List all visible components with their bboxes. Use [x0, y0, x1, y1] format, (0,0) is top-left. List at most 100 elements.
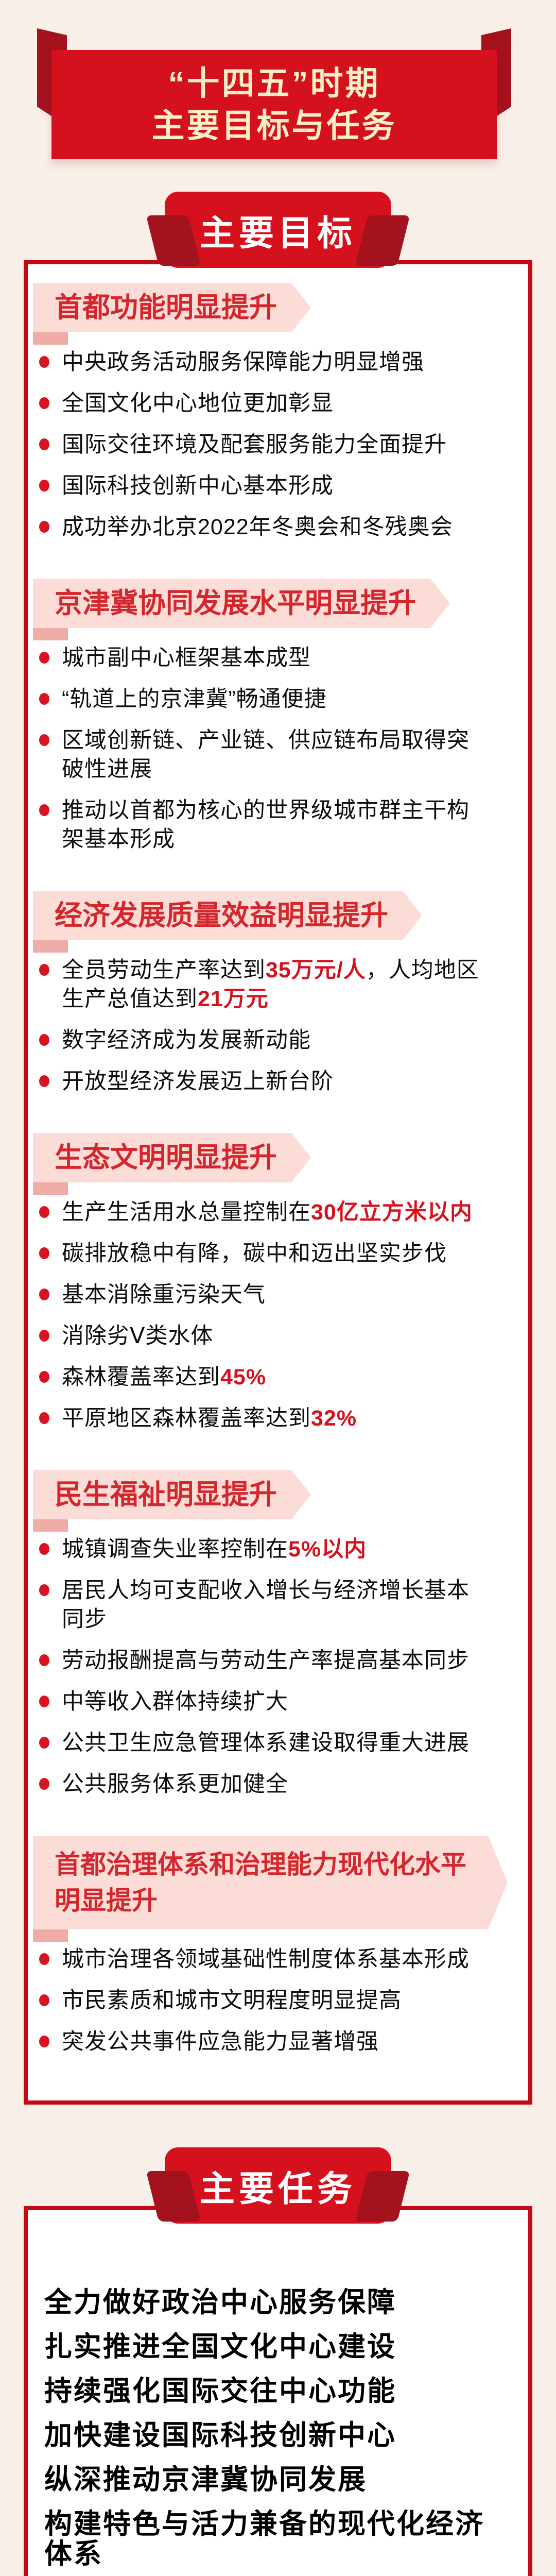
section-title: 经济发展质量效益明显提升	[55, 900, 388, 931]
highlight-text: 5%以内	[288, 1537, 367, 1562]
section-title-banner: 首都功能明显提升	[33, 283, 311, 345]
goal-section-ecology: 生态文明明显提升 生产生活用水总量控制在30亿立方米以内 碳排放稳中有降，碳中和…	[33, 1133, 502, 1433]
section-title-banner: 民生福祉明显提升	[33, 1470, 311, 1532]
goal-item: 消除劣Ⅴ类水体	[38, 1321, 487, 1350]
highlight-text: 45%	[220, 1365, 267, 1389]
goal-item: 森林覆盖率达到45%	[38, 1363, 487, 1392]
goal-item-text: 区域创新链、产业链、供应链布局取得突破性进展	[62, 728, 470, 782]
section-title: 民生福祉明显提升	[55, 1479, 277, 1510]
goal-item-text: 碳排放稳中有降，碳中和迈出坚实步伐	[62, 1241, 447, 1266]
goal-item: 城市副中心框架基本成型	[38, 643, 487, 672]
goal-list: 全员劳动生产率达到35万元/人，人均地区生产总值达到21万元 数字经济成为发展新…	[38, 956, 502, 1096]
goal-item: 全国文化中心地位更加彰显	[38, 389, 487, 418]
goal-list: 城镇调查失业率控制在5%以内 居民人均可支配收入增长与经济增长基本同步 劳动报酬…	[38, 1535, 502, 1799]
goal-list: 城市治理各领域基础性制度体系基本形成 市民素质和城市文明程度明显提高 突发公共事…	[38, 1945, 502, 2056]
goal-item: 国际交往环境及配套服务能力全面提升	[38, 430, 487, 459]
goal-item: 推动以首都为核心的世界级城市群主干构架基本形成	[38, 796, 487, 854]
goal-item-text: 全员劳动生产率达到	[62, 958, 266, 982]
goal-item: 基本消除重污染天气	[38, 1280, 487, 1309]
goal-item: 突发公共事件应急能力显著增强	[38, 2027, 487, 2056]
goal-list: 生产生活用水总量控制在30亿立方米以内 碳排放稳中有降，碳中和迈出坚实步伐 基本…	[38, 1198, 502, 1433]
goal-list: 城市副中心框架基本成型 “轨道上的京津冀”畅通便捷 区域创新链、产业链、供应链布…	[38, 643, 502, 854]
goal-item: 市民素质和城市文明程度明显提高	[38, 1986, 487, 2015]
goal-item-text: 生产生活用水总量控制在	[62, 1200, 311, 1225]
goal-item-text: 中央政务活动服务保障能力明显增强	[62, 350, 424, 375]
goal-item: 劳动报酬提高与劳动生产率提高基本同步	[38, 1646, 487, 1675]
goal-item: 中央政务活动服务保障能力明显增强	[38, 348, 487, 377]
goal-item: 生产生活用水总量控制在30亿立方米以内	[38, 1198, 487, 1227]
goal-section-capital-function: 首都功能明显提升 中央政务活动服务保障能力明显增强 全国文化中心地位更加彰显 国…	[33, 283, 502, 541]
goal-item-text: 推动以首都为核心的世界级城市群主干构架基本形成	[62, 798, 470, 852]
section-title-banner: 生态文明明显提升	[33, 1133, 311, 1195]
section-title-banner: 经济发展质量效益明显提升	[33, 891, 422, 953]
tab-main-goals: 主要目标	[165, 192, 391, 268]
goal-item-text: 全国文化中心地位更加彰显	[62, 391, 334, 416]
goal-item-text: 居民人均可支配收入增长与经济增长基本同步	[62, 1578, 470, 1632]
goal-item: 公共卫生应急管理体系建设取得重大进展	[38, 1728, 487, 1757]
poster-title-line2: 主要目标与任务	[151, 107, 397, 144]
goal-item-text: 城镇调查失业率控制在	[62, 1537, 288, 1562]
goal-item: 成功举办北京2022年冬奥会和冬残奥会	[38, 513, 487, 541]
goal-section-jingjinji: 京津冀协同发展水平明显提升 城市副中心框架基本成型 “轨道上的京津冀”畅通便捷 …	[33, 579, 502, 854]
goal-item: 碳排放稳中有降，碳中和迈出坚实步伐	[38, 1239, 487, 1268]
tasks-card: 全力做好政治中心服务保障 扎实推进全国文化中心建设 持续强化国际交往中心功能 加…	[24, 2206, 532, 2576]
goal-item-text: 消除劣Ⅴ类水体	[62, 1324, 214, 1348]
task-item: 加快建设国际科技创新中心	[44, 2420, 396, 2451]
highlight-text: 21万元	[198, 987, 269, 1011]
goal-item: 开放型经济发展迈上新台阶	[38, 1067, 487, 1096]
goal-section-livelihood: 民生福祉明显提升 城镇调查失业率控制在5%以内 居民人均可支配收入增长与经济增长…	[33, 1470, 502, 1799]
goal-item-text: 国际交往环境及配套服务能力全面提升	[62, 432, 447, 457]
goal-list: 中央政务活动服务保障能力明显增强 全国文化中心地位更加彰显 国际交往环境及配套服…	[38, 348, 502, 541]
task-item: 扎实推进全国文化中心建设	[44, 2331, 396, 2362]
goal-item-text: 城市副中心框架基本成型	[62, 646, 311, 670]
goal-item-text: “轨道上的京津冀”畅通便捷	[62, 687, 327, 711]
goal-item-text: 基本消除重污染天气	[62, 1282, 266, 1307]
tab-main-tasks: 主要任务	[165, 2147, 391, 2224]
goal-section-governance: 首都治理体系和治理能力现代化水平明显提升 城市治理各领域基础性制度体系基本形成 …	[33, 1836, 508, 2056]
goal-item: 数字经济成为发展新动能	[38, 1026, 487, 1055]
goal-item-text: 公共卫生应急管理体系建设取得重大进展	[62, 1731, 470, 1755]
goal-item: 国际科技创新中心基本形成	[38, 471, 487, 500]
task-item: 纵深推动京津冀协同发展	[44, 2464, 367, 2495]
highlight-text: 30亿立方米以内	[311, 1200, 473, 1225]
goals-card: 首都功能明显提升 中央政务活动服务保障能力明显增强 全国文化中心地位更加彰显 国…	[24, 260, 532, 2105]
goal-item-text: ，人均地区生产总值达到	[62, 958, 479, 1011]
poster-title-line1: “十四五”时期	[168, 64, 380, 102]
highlight-text: 32%	[311, 1406, 357, 1431]
goal-item: 城市治理各领域基础性制度体系基本形成	[38, 1945, 487, 1974]
goal-item: 中等收入群体持续扩大	[38, 1687, 487, 1716]
goal-item: 公共服务体系更加健全	[38, 1770, 487, 1799]
tab-main-tasks-label: 主要任务	[199, 2169, 356, 2209]
task-item: 持续强化国际交往中心功能	[44, 2376, 396, 2406]
goal-item-text: 公共服务体系更加健全	[62, 1772, 288, 1797]
goal-item-text: 成功举办北京2022年冬奥会和冬残奥会	[62, 515, 453, 539]
goal-item-text: 开放型经济发展迈上新台阶	[62, 1069, 334, 1094]
section-title-banner: 京津冀协同发展水平明显提升	[33, 579, 450, 640]
goal-item: 城镇调查失业率控制在5%以内	[38, 1535, 487, 1564]
goal-item-text: 数字经济成为发展新动能	[62, 1028, 311, 1053]
goal-item: “轨道上的京津冀”畅通便捷	[38, 685, 487, 714]
goal-section-economy: 经济发展质量效益明显提升 全员劳动生产率达到35万元/人，人均地区生产总值达到2…	[33, 891, 502, 1096]
goal-item: 平原地区森林覆盖率达到32%	[38, 1404, 487, 1433]
goal-item-text: 市民素质和城市文明程度明显提高	[62, 1988, 402, 2013]
title-banner: “十四五”时期 主要目标与任务	[51, 50, 497, 159]
goal-item-text: 中等收入群体持续扩大	[62, 1689, 288, 1714]
goal-item: 全员劳动生产率达到35万元/人，人均地区生产总值达到21万元	[38, 956, 487, 1013]
goal-item-text: 平原地区森林覆盖率达到	[62, 1406, 311, 1431]
section-title: 生态文明明显提升	[55, 1142, 277, 1173]
goal-item: 区域创新链、产业链、供应链布局取得突破性进展	[38, 726, 487, 784]
tab-main-goals-label: 主要目标	[199, 213, 356, 253]
goal-item-text: 劳动报酬提高与劳动生产率提高基本同步	[62, 1648, 470, 1673]
task-item: 构建特色与活力兼备的现代化经济体系	[44, 2509, 484, 2569]
highlight-text: 35万元/人	[266, 958, 366, 982]
section-title: 首都功能明显提升	[55, 292, 277, 323]
task-item: 全力做好政治中心服务保障	[44, 2287, 396, 2318]
goal-item-text: 森林覆盖率达到	[62, 1365, 220, 1389]
section-title: 京津冀协同发展水平明显提升	[55, 588, 416, 619]
section-title-banner: 首都治理体系和治理能力现代化水平明显提升	[33, 1836, 508, 1942]
goal-item-text: 突发公共事件应急能力显著增强	[62, 2029, 379, 2054]
goal-item-text: 国际科技创新中心基本形成	[62, 473, 334, 498]
goal-item-text: 城市治理各领域基础性制度体系基本形成	[62, 1947, 470, 1972]
section-title: 首都治理体系和治理能力现代化水平明显提升	[55, 1850, 466, 1915]
